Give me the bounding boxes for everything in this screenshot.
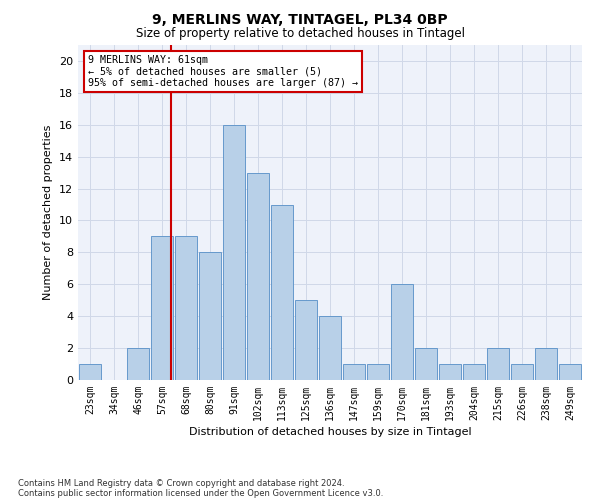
- Bar: [415, 348, 437, 380]
- Bar: [175, 236, 197, 380]
- Bar: [391, 284, 413, 380]
- Bar: [535, 348, 557, 380]
- Bar: [319, 316, 341, 380]
- Bar: [559, 364, 581, 380]
- Bar: [487, 348, 509, 380]
- Bar: [463, 364, 485, 380]
- Bar: [127, 348, 149, 380]
- Bar: [439, 364, 461, 380]
- Bar: [199, 252, 221, 380]
- Bar: [295, 300, 317, 380]
- Bar: [247, 172, 269, 380]
- Text: 9 MERLINS WAY: 61sqm
← 5% of detached houses are smaller (5)
95% of semi-detache: 9 MERLINS WAY: 61sqm ← 5% of detached ho…: [88, 55, 358, 88]
- Text: Contains public sector information licensed under the Open Government Licence v3: Contains public sector information licen…: [18, 488, 383, 498]
- Bar: [367, 364, 389, 380]
- Bar: [223, 125, 245, 380]
- Bar: [343, 364, 365, 380]
- Text: 9, MERLINS WAY, TINTAGEL, PL34 0BP: 9, MERLINS WAY, TINTAGEL, PL34 0BP: [152, 12, 448, 26]
- Bar: [271, 204, 293, 380]
- Y-axis label: Number of detached properties: Number of detached properties: [43, 125, 53, 300]
- Bar: [511, 364, 533, 380]
- Text: Contains HM Land Registry data © Crown copyright and database right 2024.: Contains HM Land Registry data © Crown c…: [18, 478, 344, 488]
- X-axis label: Distribution of detached houses by size in Tintagel: Distribution of detached houses by size …: [188, 427, 472, 437]
- Bar: [151, 236, 173, 380]
- Text: Size of property relative to detached houses in Tintagel: Size of property relative to detached ho…: [136, 28, 464, 40]
- Bar: [79, 364, 101, 380]
